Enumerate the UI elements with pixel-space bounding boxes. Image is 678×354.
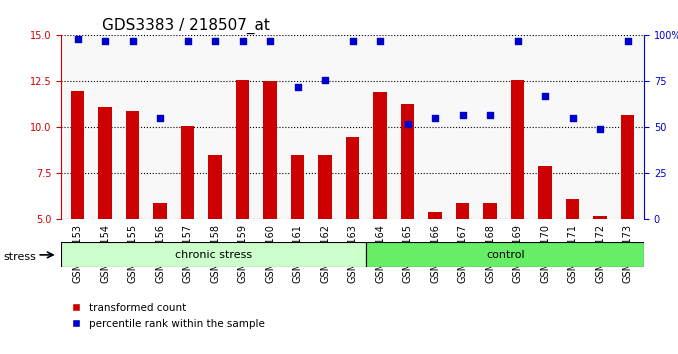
Point: [210, 38, 220, 44]
Bar: [621, 115, 635, 312]
Text: control: control: [486, 250, 525, 260]
Point: [319, 77, 330, 82]
Point: [540, 93, 551, 99]
Bar: [373, 92, 387, 312]
Point: [100, 38, 111, 44]
Point: [622, 38, 633, 44]
Point: [237, 38, 248, 44]
Point: [567, 115, 578, 121]
Point: [347, 38, 358, 44]
Bar: [291, 155, 304, 312]
Text: GDS3383 / 218507_at: GDS3383 / 218507_at: [102, 18, 270, 34]
Point: [430, 115, 441, 121]
Point: [595, 126, 605, 132]
Point: [402, 121, 413, 127]
Bar: [456, 203, 469, 312]
Bar: [593, 216, 607, 312]
FancyBboxPatch shape: [61, 242, 366, 267]
Bar: [538, 166, 552, 312]
Bar: [125, 111, 140, 312]
Point: [375, 38, 386, 44]
Bar: [208, 155, 222, 312]
Bar: [263, 81, 277, 312]
Bar: [98, 107, 112, 312]
Bar: [401, 103, 414, 312]
Bar: [71, 91, 84, 312]
Legend: transformed count, percentile rank within the sample: transformed count, percentile rank withi…: [66, 299, 269, 333]
Bar: [483, 203, 497, 312]
Point: [127, 38, 138, 44]
Text: stress: stress: [3, 252, 36, 262]
Point: [182, 38, 193, 44]
Bar: [511, 80, 525, 312]
Bar: [346, 137, 359, 312]
Bar: [153, 203, 167, 312]
Point: [264, 38, 275, 44]
Point: [292, 84, 303, 90]
Point: [155, 115, 165, 121]
Point: [512, 38, 523, 44]
Text: chronic stress: chronic stress: [175, 250, 252, 260]
Bar: [565, 199, 580, 312]
Bar: [180, 126, 195, 312]
Point: [72, 36, 83, 42]
Bar: [428, 212, 442, 312]
Point: [457, 112, 468, 118]
Bar: [236, 80, 250, 312]
FancyBboxPatch shape: [366, 242, 644, 267]
Bar: [318, 155, 332, 312]
Point: [485, 112, 496, 118]
